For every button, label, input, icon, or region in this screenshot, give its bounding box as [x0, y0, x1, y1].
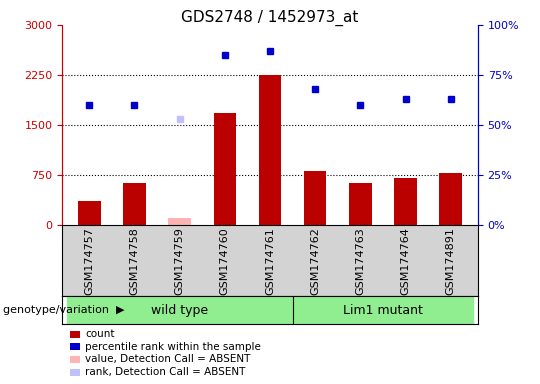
- Text: GSM174763: GSM174763: [355, 227, 366, 295]
- Bar: [78, 201, 100, 225]
- Text: value, Detection Call = ABSENT: value, Detection Call = ABSENT: [85, 354, 251, 364]
- Text: Lim1 mutant: Lim1 mutant: [343, 304, 423, 316]
- Bar: [304, 171, 327, 225]
- Bar: [213, 113, 236, 225]
- Text: GSM174891: GSM174891: [446, 227, 456, 295]
- Text: GSM174757: GSM174757: [84, 227, 94, 295]
- Bar: [394, 178, 417, 225]
- Text: GSM174759: GSM174759: [174, 227, 185, 295]
- Bar: [123, 184, 146, 225]
- Text: rank, Detection Call = ABSENT: rank, Detection Call = ABSENT: [85, 367, 246, 377]
- Bar: [168, 218, 191, 225]
- Text: count: count: [85, 329, 115, 339]
- Text: GSM174762: GSM174762: [310, 227, 320, 295]
- Bar: [440, 173, 462, 225]
- Text: GSM174761: GSM174761: [265, 227, 275, 295]
- Text: percentile rank within the sample: percentile rank within the sample: [85, 342, 261, 352]
- Bar: [259, 75, 281, 225]
- Bar: [349, 184, 372, 225]
- Text: wild type: wild type: [151, 304, 208, 316]
- Text: GSM174764: GSM174764: [401, 227, 410, 295]
- Text: GDS2748 / 1452973_at: GDS2748 / 1452973_at: [181, 10, 359, 26]
- Text: genotype/variation  ▶: genotype/variation ▶: [3, 305, 124, 315]
- Text: GSM174760: GSM174760: [220, 227, 230, 295]
- Text: GSM174758: GSM174758: [130, 227, 139, 295]
